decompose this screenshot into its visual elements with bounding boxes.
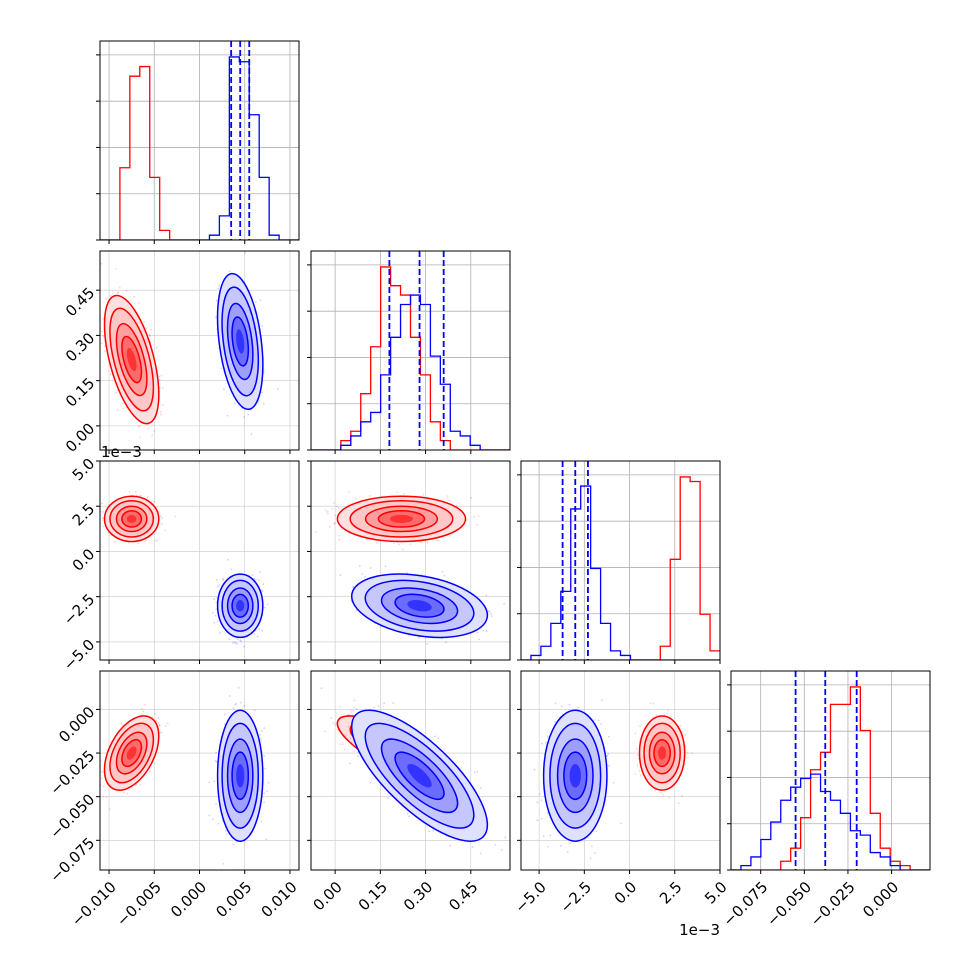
x-tick-label: 2.5 (656, 878, 686, 908)
panel-2-2 (517, 460, 721, 664)
panel-1-0 (96, 250, 300, 454)
panel-frame (520, 670, 721, 871)
x-tick-label: 0.000 (167, 878, 210, 921)
density-contour-series-1-level-4 (236, 329, 245, 354)
y-tick-label: −0.025 (46, 747, 98, 799)
panel-frame (520, 460, 721, 661)
density-contour-series-1-level-4 (236, 600, 245, 612)
x-tick-label: 0.45 (445, 878, 481, 914)
x-tick-label: −0.050 (763, 878, 815, 930)
density-contour-series-0-level-4 (658, 746, 667, 760)
x-tick-label: −0.005 (113, 878, 165, 930)
y-tick-label: 0.0 (69, 545, 99, 575)
x-tick-label: 0.005 (212, 878, 255, 921)
histogram-series-0 (311, 266, 510, 450)
y-tick-label: 0.00 (62, 420, 98, 456)
x-tick-label: 0.30 (400, 878, 436, 914)
histogram-series-1 (100, 56, 299, 240)
y-tick-label: 2.5 (69, 500, 99, 530)
histogram-series-1 (521, 485, 720, 660)
y-tick-label: 5.0 (69, 455, 99, 485)
x-tick-label: −0.010 (68, 878, 120, 930)
density-contour-series-0-level-4 (126, 746, 137, 760)
histogram-series-0 (731, 686, 930, 870)
x-tick-label: 0.15 (355, 878, 391, 914)
y-tick-label: 0.000 (55, 703, 98, 746)
panel-3-3 (727, 670, 931, 874)
panel-3-2 (517, 670, 721, 874)
x-tick-label: 0.010 (258, 878, 301, 921)
panel-2-0 (96, 460, 300, 664)
x-tick-label: 0.00 (310, 878, 346, 914)
x-tick-label: 0.0 (611, 878, 641, 908)
y-tick-label: −0.050 (46, 790, 98, 842)
x-tick-label: −0.025 (807, 878, 859, 930)
panel-frame (730, 670, 931, 871)
density-contour-series-0-level-4 (126, 514, 137, 523)
histogram-series-0 (100, 65, 299, 240)
density-contour-series-1-level-4 (569, 763, 581, 788)
density-contour-series-1-level-4 (236, 763, 245, 788)
panel-frame (99, 40, 300, 241)
panel-frame (99, 250, 300, 451)
y-tick-label: −0.075 (46, 834, 98, 886)
x-offset-label: 1e−3 (679, 921, 720, 939)
panel-1-1 (307, 250, 511, 454)
y-tick-label: −5.0 (60, 636, 98, 674)
x-tick-label: 5.0 (701, 878, 731, 908)
histogram-series-1 (311, 294, 510, 450)
panel-frame (310, 460, 511, 661)
panel-frame (310, 670, 511, 871)
panel-3-0 (96, 670, 300, 874)
y-tick-label: 0.45 (62, 284, 98, 320)
panel-0-0 (96, 40, 300, 244)
panel-frame (310, 250, 511, 451)
density-contour-series-1-level-4 (407, 763, 432, 788)
panel-2-1 (307, 460, 511, 664)
x-tick-label: −0.075 (719, 878, 771, 930)
density-contour-series-1-level-4 (407, 600, 432, 612)
panel-3-1 (307, 670, 511, 874)
panel-frame (99, 460, 300, 661)
x-tick-label: −2.5 (557, 878, 595, 916)
panel-frame (99, 670, 300, 871)
y-tick-label: −2.5 (60, 590, 98, 628)
y-tick-label: 0.30 (62, 329, 98, 365)
y-tick-label: 0.15 (62, 374, 98, 410)
y-offset-label: 1e−3 (101, 443, 142, 461)
x-tick-label: 0.000 (859, 878, 902, 921)
density-contour-series-0-level-4 (389, 514, 413, 523)
density-contour-series-0-level-4 (126, 348, 137, 372)
histogram-series-0 (521, 476, 720, 660)
x-tick-label: −5.0 (511, 878, 549, 916)
